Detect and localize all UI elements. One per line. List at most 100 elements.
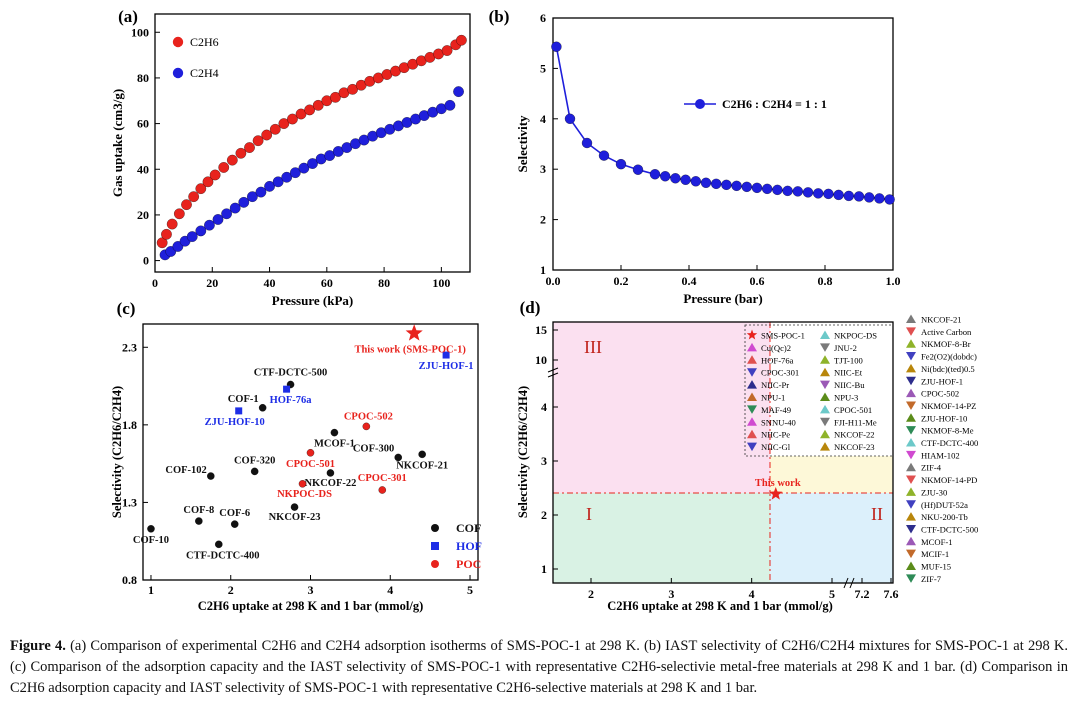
panel-a-legend-label: C2H4 bbox=[190, 66, 219, 80]
caption-lead: Figure 4. bbox=[10, 638, 66, 654]
panel-d-side-legend-label: CTF-DCTC-500 bbox=[921, 524, 978, 534]
panel-a-point bbox=[209, 169, 221, 181]
panel-a-point bbox=[188, 191, 200, 203]
panel-c-point-CPOC-301 bbox=[378, 486, 387, 494]
panel-d-x-break-mark bbox=[843, 577, 849, 589]
panel-a-series-C2H6 bbox=[156, 34, 467, 249]
panel-b-y-tick-label: 2 bbox=[540, 213, 546, 227]
panel-c-point-CPOC-502 bbox=[362, 422, 371, 431]
panel-c-point-label: COF-300 bbox=[353, 443, 394, 454]
panel-d-legend-marker bbox=[747, 368, 757, 377]
panel-c-point-label: ZJU-HOF-10 bbox=[205, 417, 265, 428]
panel-c-point-label: CPOC-501 bbox=[286, 459, 335, 470]
panel-b-point bbox=[690, 176, 701, 187]
panel-b-x-tick-label: 0.4 bbox=[682, 274, 697, 288]
panel-a-point bbox=[264, 181, 275, 192]
panel-c-legend-marker bbox=[431, 542, 439, 550]
panel-c-point-COF-8 bbox=[195, 517, 203, 525]
panel-d-legend-marker bbox=[747, 355, 757, 364]
panel-d-side-legend-marker bbox=[906, 401, 916, 410]
panel-d-region-label-I: I bbox=[586, 504, 592, 524]
panel-d-y-tick-label: 10 bbox=[535, 353, 547, 367]
panel-a-y-tick-label: 100 bbox=[131, 25, 149, 39]
panel-d-side-legend-marker bbox=[906, 388, 916, 398]
panel-d-x-tick-label: 4 bbox=[749, 587, 755, 601]
panel-c-point-label: NKPOC-DS bbox=[277, 489, 332, 500]
panel-b-point bbox=[721, 179, 732, 190]
panel-c-point-NKCOF-21 bbox=[418, 450, 426, 459]
panel-b-frame bbox=[552, 17, 894, 271]
panel-b-point bbox=[772, 184, 783, 196]
panel-c-x-tick-label: 5 bbox=[467, 583, 473, 597]
panel-b-point bbox=[680, 174, 691, 185]
panel-a-point bbox=[173, 208, 185, 220]
panel-d-side-legend-label: NKCOF-21 bbox=[921, 315, 962, 325]
panel-d-side-legend-label: NKMOF-14-PZ bbox=[921, 401, 976, 411]
panel-d-y-tick-label: 1 bbox=[541, 562, 547, 576]
figure-caption: Figure 4. (a) Comparison of experimental… bbox=[10, 636, 1068, 699]
panel-a-x-axis-title: Pressure (kPa) bbox=[272, 293, 353, 308]
panel-d-region-II bbox=[770, 493, 893, 583]
panel-a-x-tick-label: 0 bbox=[152, 276, 158, 290]
panel-d-legend-label: NKCOF-23 bbox=[834, 442, 875, 452]
panel-d-legend-label: MAF-49 bbox=[761, 405, 791, 415]
panel-b-x-axis-title: Pressure (bar) bbox=[683, 291, 762, 306]
panel-b-point bbox=[670, 173, 681, 184]
panel-a-point bbox=[238, 197, 250, 208]
panel-b-point bbox=[615, 159, 627, 170]
panel-c-point-label: COF-1 bbox=[228, 394, 259, 405]
panel-d-region-III bbox=[553, 322, 770, 493]
panel-c-point-HOF-76a bbox=[283, 385, 291, 393]
panel-d-legend-label: NIIC-Pe bbox=[761, 430, 790, 440]
panel-c-point-COF-6 bbox=[230, 520, 239, 528]
panel-d-legend-label: SNNU-40 bbox=[761, 417, 796, 427]
panel-d-side-legend-marker bbox=[906, 339, 916, 348]
panel-d-y-tick-label: 15 bbox=[535, 323, 547, 337]
panel-d-region-label-III: III bbox=[584, 337, 602, 357]
panel-d-side-legend-marker bbox=[906, 524, 916, 534]
panel-d-x-axis-title: C2H6 uptake at 298 K and 1 bar (mmol/g) bbox=[607, 599, 832, 613]
panel-a-point bbox=[453, 86, 464, 97]
panel-c-x-tick-label: 1 bbox=[148, 583, 154, 597]
panel-d-side-legend-marker bbox=[906, 475, 916, 485]
panel-c-point-label: CPOC-301 bbox=[358, 473, 407, 484]
panel-c-this-work-label: This work (SMS-POC-1) bbox=[354, 344, 466, 355]
panel-b-point bbox=[884, 194, 895, 205]
panel-d-side-legend-label: MCIF-1 bbox=[921, 549, 949, 559]
panel-b-point bbox=[581, 137, 593, 149]
panel-a-point bbox=[161, 228, 172, 240]
panel-d-legend-marker bbox=[820, 380, 830, 390]
panel-d-legend-label: NPU-1 bbox=[761, 393, 785, 403]
panel-d-region-I bbox=[553, 493, 770, 583]
panel-c-point-label: CPOC-502 bbox=[344, 411, 393, 422]
panel-d-x-tick-label: 3 bbox=[668, 587, 674, 601]
panel-d-side-legend-marker bbox=[906, 363, 916, 373]
panel-a-point bbox=[261, 129, 273, 141]
panel-c-point-label: NKCOF-22 bbox=[304, 478, 356, 489]
panel-d-legend-marker bbox=[820, 355, 830, 364]
panel-d-side-legend-label: CPOC-502 bbox=[921, 389, 959, 399]
panel-d-legend-marker bbox=[820, 429, 830, 439]
panel-c-legend-label: COF bbox=[456, 521, 481, 535]
panel-a-point bbox=[287, 113, 298, 125]
panel-c-y-tick-label: 1.3 bbox=[122, 495, 137, 509]
panel-b-point bbox=[649, 169, 661, 180]
panel-c-point-NKCOF-22 bbox=[326, 469, 335, 477]
panel-c-legend-marker bbox=[431, 560, 439, 568]
panel-c-point-MCOF-1 bbox=[330, 428, 339, 437]
panel-d-legend-label: NIIC-Gl bbox=[761, 442, 791, 452]
panel-a-y-tick-label: 60 bbox=[137, 117, 149, 131]
panel-a-point bbox=[235, 147, 247, 159]
panel-b-x-tick-label: 0.6 bbox=[750, 274, 765, 288]
panel-c-point-ZJU-HOF-1 bbox=[442, 351, 450, 359]
panel-b-point bbox=[823, 188, 834, 200]
panel-a-point bbox=[221, 208, 232, 220]
panel-b-point bbox=[813, 188, 824, 199]
panel-d-legend-marker bbox=[820, 367, 830, 377]
panel-d-legend-marker bbox=[747, 405, 757, 414]
panel-d-side-legend-label: CTF-DCTC-400 bbox=[921, 438, 978, 448]
panel-a-point bbox=[272, 176, 284, 188]
panel-c-point-label: NKCOF-21 bbox=[396, 460, 448, 471]
panel-b-point bbox=[731, 180, 742, 191]
panel-a-y-tick-label: 0 bbox=[143, 254, 149, 268]
